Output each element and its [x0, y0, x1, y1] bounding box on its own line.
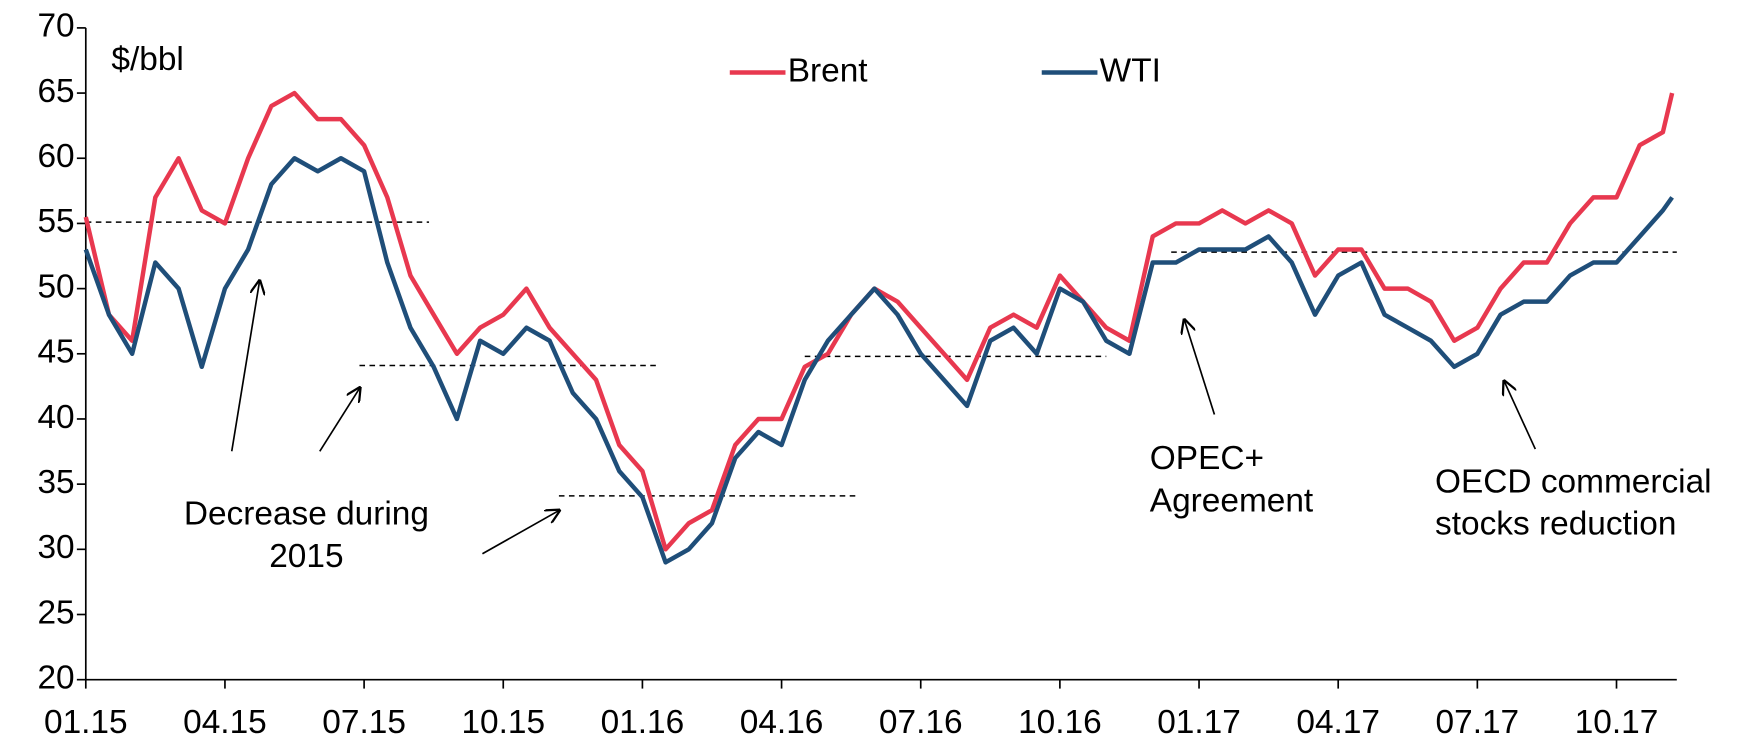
- y-tick-label: 30: [37, 529, 74, 566]
- y-tick-label: 60: [37, 138, 74, 175]
- y-unit-label: $/bbl: [111, 41, 183, 78]
- legend-label: Brent: [788, 52, 869, 89]
- x-tick-label: 07.17: [1436, 704, 1520, 741]
- y-tick-label: 20: [37, 660, 74, 697]
- arrow: [319, 388, 360, 452]
- x-tick-label: 10.16: [1018, 704, 1102, 741]
- annotation: 2015: [269, 538, 343, 575]
- x-tick-label: 04.16: [740, 704, 824, 741]
- legend-label: WTI: [1100, 52, 1161, 89]
- annotation: OPEC+: [1150, 440, 1264, 477]
- arrow: [1504, 381, 1537, 450]
- x-tick-label: 10.17: [1575, 704, 1659, 741]
- x-tick-label: 01.15: [44, 704, 128, 741]
- series-line: [83, 90, 1675, 552]
- x-tick-label: 01.16: [601, 704, 685, 741]
- annotation: stocks reduction: [1435, 506, 1676, 543]
- x-tick-label: 01.17: [1157, 704, 1241, 741]
- annotation: Decrease during: [184, 496, 429, 533]
- x-tick-label: 10.15: [461, 704, 545, 741]
- x-tick-label: 07.16: [879, 704, 963, 741]
- y-tick-label: 40: [37, 399, 74, 436]
- y-tick-label: 65: [37, 73, 74, 110]
- y-tick-label: 25: [37, 594, 74, 631]
- annotation: OECD commercial: [1435, 463, 1712, 500]
- y-tick-label: 70: [37, 8, 74, 45]
- arrow: [482, 510, 559, 555]
- x-tick-label: 04.17: [1296, 704, 1380, 741]
- y-tick-label: 55: [37, 203, 74, 240]
- y-tick-label: 35: [37, 464, 74, 501]
- x-tick-label: 04.15: [183, 704, 267, 741]
- annotation: Agreement: [1150, 482, 1314, 519]
- y-tick-label: 45: [37, 334, 74, 371]
- series-line: [83, 156, 1674, 565]
- x-tick-label: 07.15: [322, 704, 406, 741]
- arrow: [1184, 320, 1216, 415]
- arrows: [230, 281, 1537, 555]
- y-tick-label: 50: [37, 268, 74, 305]
- arrow: [230, 281, 260, 452]
